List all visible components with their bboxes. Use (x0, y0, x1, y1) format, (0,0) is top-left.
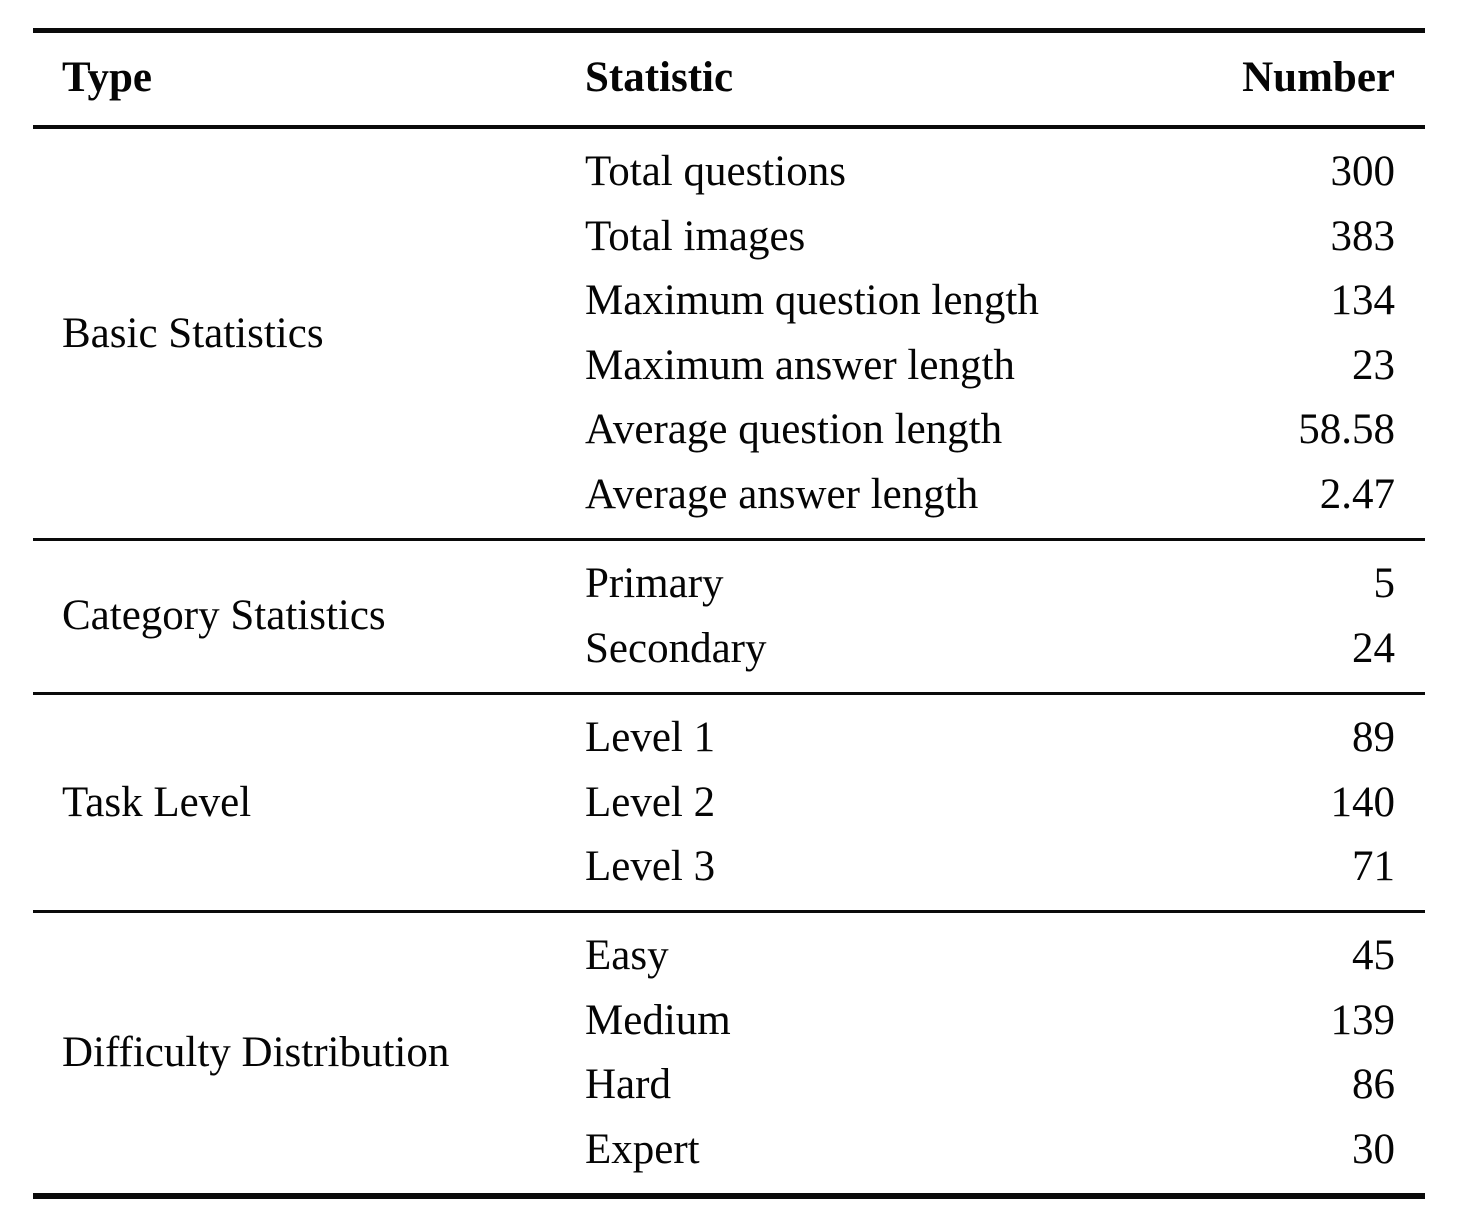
number-cell: 383 (1330, 212, 1396, 260)
statistic-cell: Easy (585, 932, 669, 980)
number-cell: 58.58 (1298, 406, 1395, 454)
section-basic-statistics: Basic Statistics Total questions 300 Tot… (33, 127, 1425, 539)
table-row: Average question length 58.58 (33, 398, 1425, 462)
table-row: Level 3 71 (33, 835, 1425, 912)
table-row: Total images 383 (33, 205, 1425, 269)
statistic-cell: Maximum question length (585, 277, 1039, 325)
number-cell: 23 (1352, 341, 1395, 389)
number-cell: 89 (1352, 714, 1395, 762)
table-row: Task Level Level 1 89 (33, 694, 1425, 825)
table-row: Secondary 24 (33, 617, 1425, 694)
statistic-cell: Primary (585, 560, 724, 608)
statistics-table: Type Statistic Number Basic Statistics T… (33, 28, 1425, 1200)
number-cell: 139 (1330, 996, 1396, 1044)
statistic-cell: Average answer length (585, 470, 979, 518)
statistic-cell: Level 1 (585, 714, 716, 762)
type-cell-difficulty-distribution: Difficulty Distribution (62, 1029, 450, 1077)
number-cell: 5 (1373, 560, 1396, 608)
table-row: Expert 30 (33, 1118, 1425, 1196)
number-cell: 140 (1330, 778, 1396, 826)
table-row: Category Statistics Primary 5 (33, 540, 1425, 639)
section-category-statistics: Category Statistics Primary 5 Secondary … (33, 539, 1425, 694)
section-task-level: Task Level Level 1 89 Level 2 140 Level … (33, 693, 1425, 912)
header-row: Type Statistic Number (33, 31, 1425, 128)
number-cell: 30 (1352, 1125, 1395, 1173)
number-cell: 2.47 (1319, 470, 1395, 518)
table-row: Level 2 140 (33, 771, 1425, 835)
table-row: Average answer length 2.47 (33, 463, 1425, 540)
type-cell-basic-statistics: Basic Statistics (62, 309, 324, 357)
statistic-cell: Maximum answer length (585, 341, 1015, 389)
header-statistic: Statistic (585, 54, 734, 101)
section-difficulty-distribution: Difficulty Distribution Easy 45 Medium 1… (33, 911, 1425, 1196)
number-cell: 134 (1330, 277, 1396, 325)
number-cell: 45 (1352, 932, 1395, 980)
type-cell-task-level: Task Level (62, 778, 252, 826)
table-row: Difficulty Distribution Easy 45 (33, 912, 1425, 1076)
number-cell: 24 (1352, 624, 1395, 672)
statistic-cell: Average question length (585, 406, 1003, 454)
statistic-cell: Hard (585, 1061, 671, 1109)
statistic-cell: Total questions (585, 148, 846, 196)
number-cell: 71 (1352, 842, 1395, 890)
table-header: Type Statistic Number (33, 31, 1425, 128)
statistic-cell: Level 3 (585, 842, 716, 890)
statistic-cell: Level 2 (585, 778, 716, 826)
header-number: Number (1242, 54, 1395, 101)
table-row: Maximum question length 134 (33, 269, 1425, 333)
table-row: Hard 86 (33, 1053, 1425, 1117)
number-cell: 300 (1330, 148, 1396, 196)
table-row: Basic Statistics Total questions 300 (33, 127, 1425, 356)
table-row: Maximum answer length 23 (33, 334, 1425, 398)
statistic-cell: Expert (585, 1125, 700, 1173)
statistic-cell: Secondary (585, 624, 767, 672)
table-row: Medium 139 (33, 989, 1425, 1053)
header-type: Type (62, 54, 152, 101)
statistic-cell: Total images (585, 212, 806, 260)
type-cell-category-statistics: Category Statistics (62, 592, 386, 640)
number-cell: 86 (1352, 1061, 1395, 1109)
statistic-cell: Medium (585, 996, 731, 1044)
paper-page: Type Statistic Number Basic Statistics T… (0, 28, 1464, 1208)
